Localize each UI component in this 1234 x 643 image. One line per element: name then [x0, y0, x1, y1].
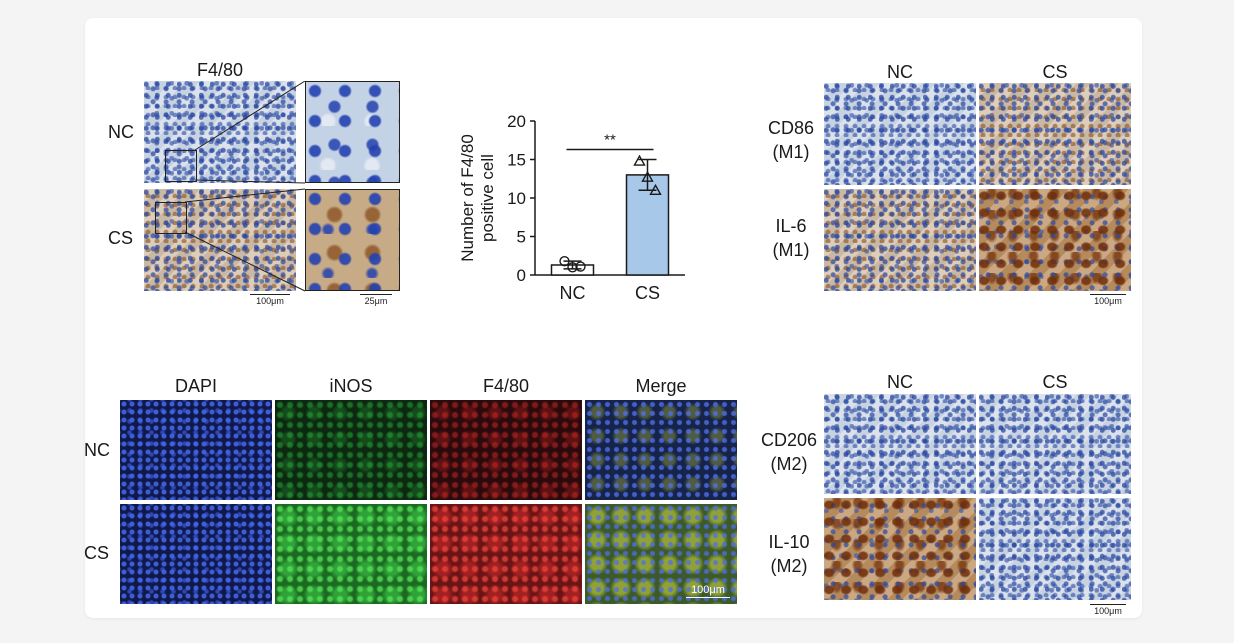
y-axis-label: Number of F4/80: [458, 134, 477, 262]
data-point: [559, 255, 570, 267]
panel-e-row-il10: IL-10 (M2): [768, 532, 810, 576]
f480-nc-image: [144, 81, 296, 183]
y-tick-label: 10: [507, 189, 526, 208]
panel-d-row-nc: NC: [84, 440, 110, 460]
data-point: [575, 261, 586, 272]
y-tick-label: 5: [517, 228, 526, 247]
zoom-connector-lines: [184, 81, 306, 292]
merge-cs-image: [585, 504, 737, 604]
cd86-cs-image: [979, 83, 1131, 185]
panel-d-col-merge: Merge: [635, 376, 687, 396]
il6-cs-image: [979, 189, 1131, 291]
panel-a-row-cs: CS: [108, 228, 134, 248]
dapi-nc-image: [120, 400, 272, 500]
y-axis-label: positive cell: [478, 154, 497, 242]
f480-if-cs-image: [430, 504, 582, 604]
inos-nc-image: [275, 400, 427, 500]
il10-cs-image: [979, 498, 1131, 600]
panel-e-col-nc: NC: [887, 372, 913, 392]
f480-cs-zoom-image: [305, 189, 400, 291]
f480-cs-image: [144, 189, 296, 291]
il10-nc-image: [824, 498, 976, 600]
panel-a-scalebar-right: 25μm: [360, 294, 392, 306]
panel-c-row-cd86: CD86 (M1): [767, 118, 815, 162]
panel-d-col-inos: iNOS: [329, 376, 373, 396]
panel-c-col-cs: CS: [1042, 62, 1068, 82]
y-tick-label: 20: [507, 112, 526, 131]
panel-e-scalebar: 100μm: [1090, 604, 1126, 616]
f480-bar-chart: 0 5 10 15 20 Number of F4/80 positive cell NC CS…: [458, 112, 685, 303]
il6-nc-image: [824, 189, 976, 291]
panel-c-col-nc: NC: [887, 62, 913, 82]
panel-d-col-dapi: DAPI: [174, 376, 217, 396]
bar-cs: [625, 174, 670, 276]
panel-a-scalebar-left: 100μm: [250, 294, 290, 306]
data-point: [633, 154, 646, 166]
cd206-cs-image: [979, 394, 1131, 494]
inos-cs-image: [275, 504, 427, 604]
y-tick-label: 15: [507, 151, 526, 170]
y-tick-label: 0: [517, 266, 526, 285]
f480-if-nc-image: [430, 400, 582, 500]
zoom-region-cs: [155, 202, 187, 234]
data-point: [641, 170, 654, 182]
panel-a-title: F4/80: [196, 60, 244, 80]
x-tick-label: NC: [560, 283, 586, 303]
cd206-nc-image: [824, 394, 976, 494]
cd86-nc-image: [824, 83, 976, 185]
panel-d-row-cs: CS: [84, 543, 110, 563]
data-point: [567, 262, 578, 273]
data-point: [649, 183, 662, 196]
panel-c-row-il6: IL-6 (M1): [772, 216, 810, 260]
panel-d-col-f480: F4/80: [482, 376, 530, 396]
panel-d-scalebar: 100μm: [686, 584, 730, 599]
panel-e-col-cs: CS: [1042, 372, 1068, 392]
significance-label: **: [604, 131, 616, 148]
panel-a-row-nc: NC: [108, 122, 134, 142]
zoom-region-nc: [165, 150, 197, 182]
x-tick-label: CS: [635, 283, 660, 303]
dapi-cs-image: [120, 504, 272, 604]
f480-nc-zoom-image: [305, 81, 400, 183]
panel-c-scalebar: 100μm: [1090, 294, 1126, 306]
panel-e-row-cd206: CD206 (M2): [760, 430, 818, 474]
merge-nc-image: [585, 400, 737, 500]
